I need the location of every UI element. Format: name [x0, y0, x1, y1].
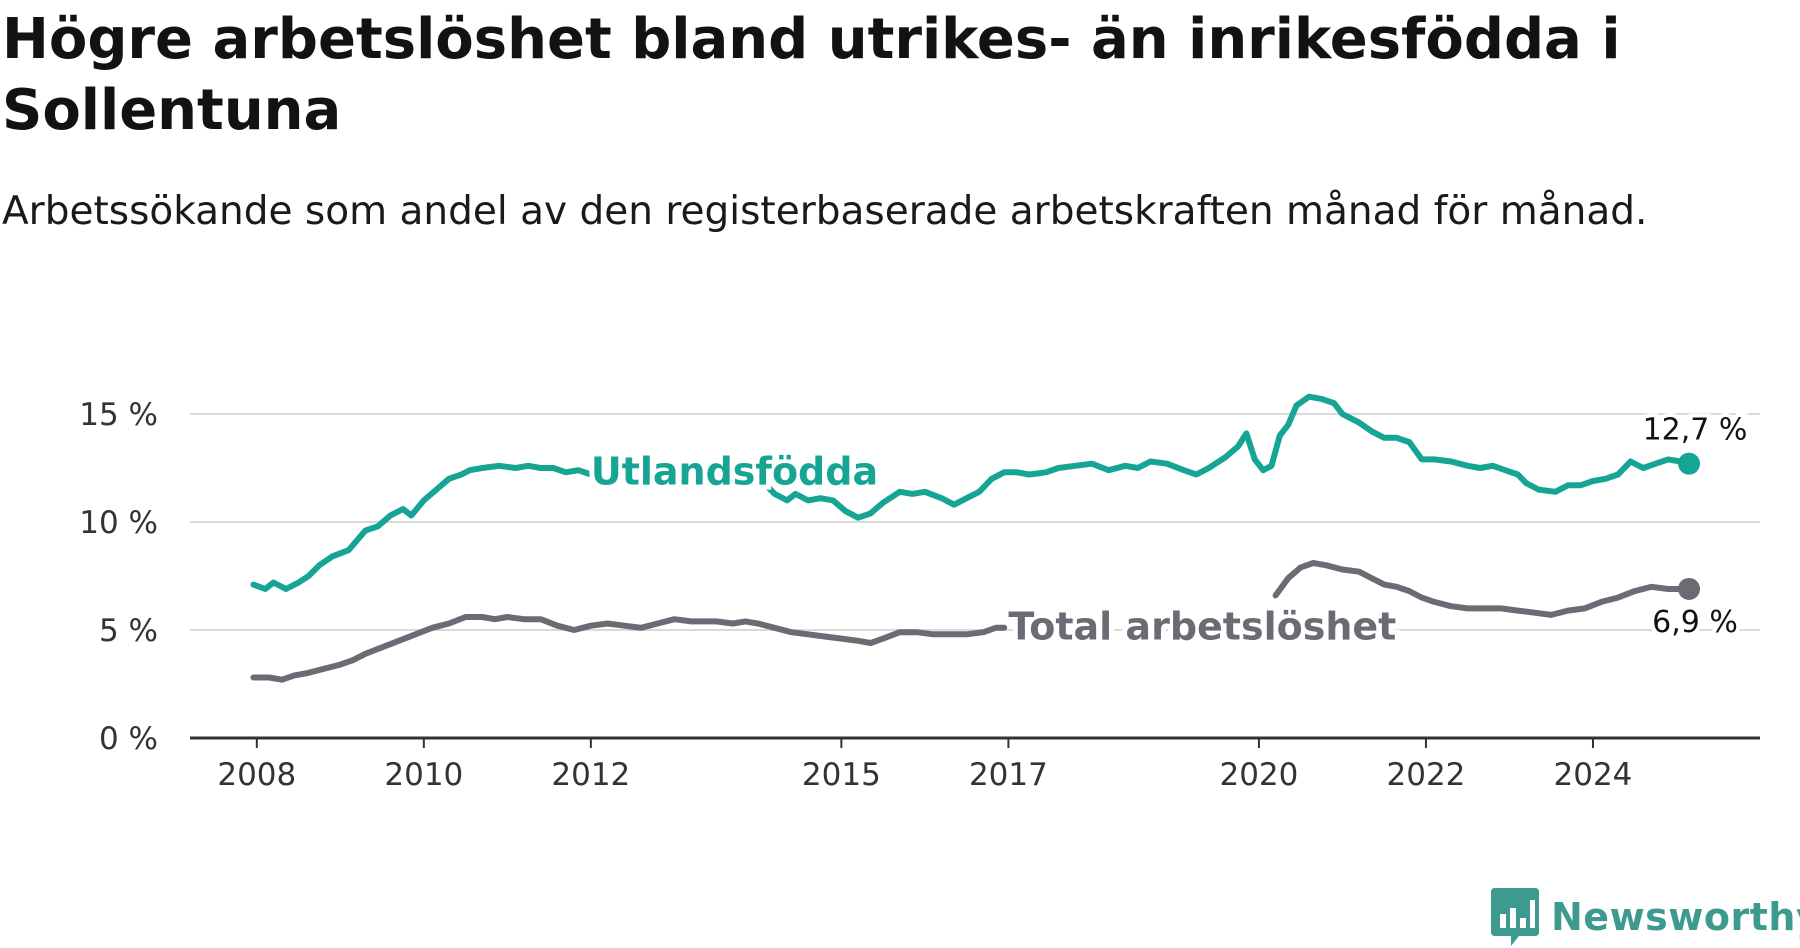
utlandsfodda-series-label: Utlandsfödda	[591, 449, 878, 493]
utlandsfodda-series-line-2	[759, 393, 1692, 521]
y-tick-label: 15 %	[79, 397, 158, 433]
utlandsfodda-end-label: 12,7 %	[1643, 413, 1748, 448]
chart-subtitle: Arbetssökande som andel av den registerb…	[2, 189, 1648, 234]
utlandsfodda-series-line	[250, 462, 619, 592]
utlandsfodda-end-dot	[1678, 452, 1701, 475]
y-tick-label: 10 %	[79, 505, 158, 541]
newsworthy-chart-bubble-icon	[1491, 888, 1539, 946]
y-axis: 0 % 5 % 10 % 15 %	[79, 397, 158, 757]
y-tick-label: 0 %	[99, 721, 158, 757]
total-end-label: 6,9 %	[1652, 605, 1738, 640]
x-tick-label: 2020	[1219, 757, 1298, 793]
x-tick-label: 2024	[1554, 757, 1633, 793]
series-lines	[250, 393, 1701, 683]
x-tick-label: 2012	[551, 757, 630, 793]
y-tick-label: 5 %	[99, 613, 158, 649]
x-tick-label: 2008	[217, 757, 296, 793]
total-end-dot	[1678, 577, 1701, 600]
chart-title: Högre arbetslöshet bland utrikes- än inr…	[2, 7, 1621, 143]
series-labels: 12,7 % 6,9 % Utlandsfödda Total arbetslöshe…	[586, 409, 1752, 654]
x-tick-label: 2022	[1387, 757, 1466, 793]
total-series-line-2	[1272, 560, 1692, 618]
total-series-line	[250, 614, 1008, 683]
gridlines	[190, 413, 1760, 631]
brand-name: Newsworthy	[1551, 895, 1800, 939]
total-series-label: Total arbetslöshet	[1008, 605, 1396, 649]
x-tick-label: 2015	[802, 757, 881, 793]
brand-logo: Newsworthy	[1491, 888, 1800, 946]
x-tick-label: 2010	[384, 757, 463, 793]
x-tick-label: 2017	[969, 757, 1048, 793]
x-axis: 2008 2010 2012 2015 2017 2020 2022 2024	[190, 736, 1760, 793]
